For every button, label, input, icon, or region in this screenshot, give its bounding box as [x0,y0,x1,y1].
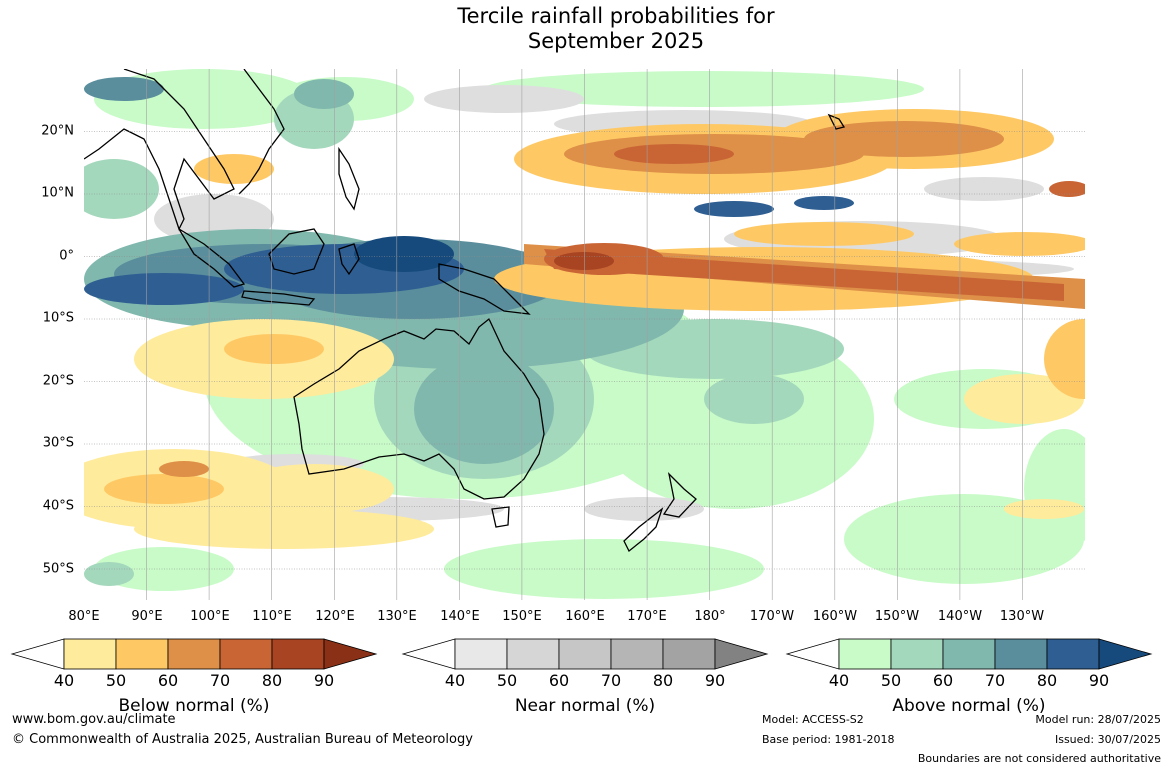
lon-label-120e: 120°E [315,609,355,624]
near-seg-0 [401,638,456,670]
title-line2: September 2025 [527,29,705,53]
lon-label-110e: 110°E [252,609,292,624]
below-tick-50: 50 [105,671,127,690]
lat-label-20s: 20°S [42,373,74,389]
above-normal-colorbar [785,638,1153,670]
above-seg-2 [890,638,944,670]
lat-label-50s: 50°S [42,561,74,577]
below-seg-6 [323,638,378,670]
boundaries-disclaimer: Boundaries are not considered authoritat… [917,752,1161,765]
lat-label-40s: 40°S [42,498,74,514]
above-seg-5 [1046,638,1100,670]
lat-label-10n: 10°N [41,185,74,201]
below-normal-colorbar [10,638,378,670]
above-tick-60: 60 [932,671,954,690]
model-name: Model: ACCESS-S2 [762,713,864,726]
above-tick-40: 40 [828,671,850,690]
below-tick-40: 40 [53,671,75,690]
above-seg-3 [942,638,996,670]
title-line1: Tercile rainfall probabilities for [457,4,775,28]
near-tick-40: 40 [444,671,466,690]
below-tick-80: 80 [261,671,283,690]
website-link[interactable]: www.bom.gov.au/climate [12,712,176,727]
lon-label-130e: 130°E [377,609,417,624]
below-normal-areas [84,109,1085,549]
lon-label-130w: 130°W [999,609,1045,624]
map-canvas [84,69,1085,600]
above-tick-80: 80 [1036,671,1058,690]
lon-label-170w: 170°W [749,609,795,624]
lon-label-100e: 100°E [190,609,230,624]
lat-label-20n: 20°N [41,123,74,139]
lat-label-10s: 10°S [42,310,74,326]
above-seg-6 [1098,638,1153,670]
below-seg-5 [271,638,325,670]
near-seg-3 [558,638,612,670]
near-normal-colorbar [401,638,769,670]
near-seg-2 [506,638,560,670]
below-tick-70: 70 [209,671,231,690]
below-seg-3 [167,638,221,670]
lon-label-90e: 90°E [131,609,163,624]
copyright-notice: © Commonwealth of Australia 2025, Austra… [12,732,473,747]
base-period: Base period: 1981-2018 [762,733,895,746]
lon-label-150w: 150°W [874,609,920,624]
above-tick-70: 70 [984,671,1006,690]
lon-label-150e: 150°E [502,609,542,624]
near-seg-1 [454,638,508,670]
below-seg-0 [10,638,65,670]
below-seg-2 [115,638,169,670]
lon-label-140e: 140°E [440,609,480,624]
lat-label-0: 0° [59,248,74,264]
lon-label-80e: 80°E [68,609,100,624]
issued-date: Issued: 30/07/2025 [1054,733,1161,746]
near-seg-6 [714,638,769,670]
above-normal-title: Above normal (%) [892,696,1046,716]
below-tick-60: 60 [157,671,179,690]
lon-label-160e: 160°E [565,609,605,624]
above-seg-4 [994,638,1048,670]
lon-label-180: 180° [694,609,726,624]
below-normal-title: Below normal (%) [118,696,270,716]
below-seg-4 [219,638,273,670]
above-tick-50: 50 [880,671,902,690]
above-seg-0 [785,638,840,670]
lon-label-170e: 170°E [627,609,667,624]
model-run-date: Model run: 28/07/2025 [1035,713,1161,726]
near-seg-4 [610,638,664,670]
meridians [146,69,1023,600]
probability-map [84,69,1085,600]
near-tick-70: 70 [600,671,622,690]
map-title: Tercile rainfall probabilities for Septe… [0,4,1173,54]
above-seg-1 [838,638,892,670]
below-seg-1 [63,638,117,670]
lat-label-30s: 30°S [42,435,74,451]
below-tick-90: 90 [313,671,335,690]
near-tick-80: 80 [652,671,674,690]
lon-label-140w: 140°W [937,609,983,624]
near-normal-title: Near normal (%) [514,696,656,716]
near-seg-5 [662,638,716,670]
near-tick-90: 90 [704,671,726,690]
near-tick-50: 50 [496,671,518,690]
above-tick-90: 90 [1088,671,1110,690]
lon-label-160w: 160°W [812,609,858,624]
near-tick-60: 60 [548,671,570,690]
